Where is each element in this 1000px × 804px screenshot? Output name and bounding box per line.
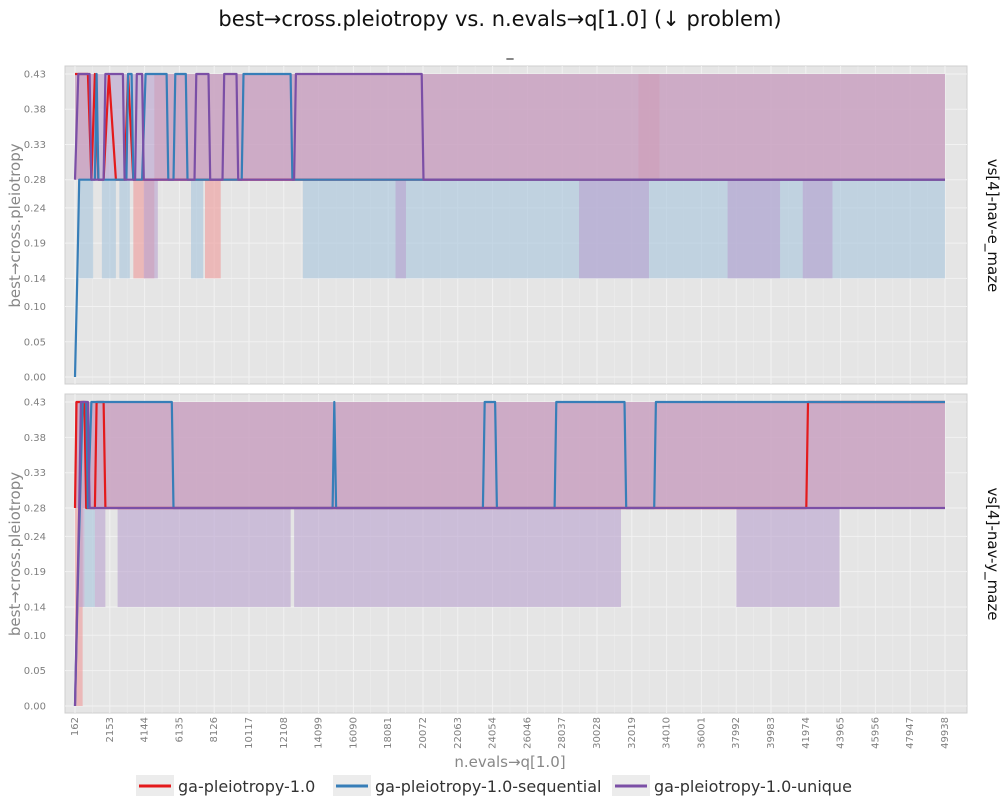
y-tick-label: 0.10 xyxy=(24,631,46,642)
legend-label: ga-pleiotropy-1.0-sequential xyxy=(375,777,601,796)
y-tick-label: 0.28 xyxy=(24,175,46,186)
y-tick-label: 0.05 xyxy=(24,666,46,677)
x-tick-label: 45956 xyxy=(870,717,881,749)
x-tick-label: 18081 xyxy=(383,717,394,749)
x-tick-label: 12108 xyxy=(279,717,290,749)
band-ga-pleiotropy-1.0-sequential xyxy=(101,179,116,279)
y-tick-label: 0.14 xyxy=(24,603,46,614)
x-tick-label: 34010 xyxy=(662,717,673,749)
legend-label: ga-pleiotropy-1.0-unique xyxy=(654,777,852,796)
y-tick-label: 0.14 xyxy=(24,274,46,285)
y-tick-label: 0.05 xyxy=(24,337,46,348)
legend-item: ga-pleiotropy-1.0 xyxy=(136,775,315,796)
bands xyxy=(75,74,946,279)
facet-label: vs[4]-nav-e_maze xyxy=(983,159,1000,293)
x-tick-label: 16090 xyxy=(348,717,359,749)
y-tick-label: 0.43 xyxy=(24,398,46,409)
x-tick-label: 24054 xyxy=(488,717,499,749)
x-tick-label: 6135 xyxy=(174,717,185,742)
y-tick-label: 0.38 xyxy=(24,433,46,444)
y-tick-label: 0.00 xyxy=(24,373,46,384)
x-tick-label: 20072 xyxy=(418,717,429,749)
x-tick-label: 28037 xyxy=(557,717,568,749)
band-ga-pleiotropy-1.0-sequential xyxy=(79,179,94,279)
x-tick-label: 14099 xyxy=(314,717,325,749)
band-ga-pleiotropy-1.0-sequential xyxy=(84,508,95,608)
band-ga-pleiotropy-1.0-unique xyxy=(75,74,945,180)
band-ga-pleiotropy-1.0-unique xyxy=(75,402,945,509)
band-ga-pleiotropy-1.0-unique xyxy=(117,508,291,608)
bands xyxy=(75,402,945,706)
y-axis-label: best→cross.pleiotropy xyxy=(6,143,24,307)
y-tick-label: 0.43 xyxy=(24,70,46,81)
band-ga-pleiotropy-1.0 xyxy=(205,179,221,279)
panels: 0.00 0.05 0.10 0.14 0.19 0.24 0.28 0.33 0.38 0.43… xyxy=(6,65,1000,749)
y-tick-label: 0.24 xyxy=(24,532,46,543)
x-tick-label: 26046 xyxy=(522,717,533,749)
band-ga-pleiotropy-1.0-unique xyxy=(736,508,840,608)
panel-0: 0.00 0.05 0.10 0.14 0.19 0.24 0.28 0.33 0.38 0.43… xyxy=(6,65,1000,385)
x-tick-label: 37992 xyxy=(731,717,742,749)
x-tick-label: 47947 xyxy=(905,717,916,749)
y-tick-label: 0.24 xyxy=(24,203,46,214)
y-tick-label: 0.38 xyxy=(24,105,46,116)
y-tick-label: 0.33 xyxy=(24,140,46,151)
legend-item: ga-pleiotropy-1.0-sequential xyxy=(333,775,601,796)
series-line-ga-pleiotropy-1.0-unique xyxy=(73,72,945,181)
band-ga-pleiotropy-1.0-unique xyxy=(802,179,833,279)
series-line-ga-pleiotropy-1.0-unique xyxy=(73,400,945,707)
x-tick-label: 49938 xyxy=(940,717,951,749)
series-line-ga-pleiotropy-1.0-sequential xyxy=(73,72,945,378)
y-axis-label: best→cross.pleiotropy xyxy=(6,472,24,636)
band-ga-pleiotropy-1.0-unique xyxy=(94,508,106,608)
legend-item: ga-pleiotropy-1.0-unique xyxy=(612,775,852,796)
x-tick-label: 22063 xyxy=(453,717,464,749)
x-axis-label: n.evals→q[1.0] xyxy=(454,753,565,771)
y-tick-label: 0.10 xyxy=(24,302,46,313)
chart-subtitle: _ xyxy=(506,44,515,60)
series-lines xyxy=(73,400,945,707)
x-tick-label: 41974 xyxy=(801,717,812,749)
x-tick-label: 8126 xyxy=(209,717,220,742)
y-tick-label: 0.19 xyxy=(24,239,46,250)
y-tick-label: 0.33 xyxy=(24,468,46,479)
x-tick-label: 43965 xyxy=(836,717,847,749)
facet-label: vs[4]-nav-y_maze xyxy=(983,488,1000,621)
band-ga-pleiotropy-1.0-unique xyxy=(143,179,158,279)
x-tick-label: 36001 xyxy=(696,717,707,749)
band-ga-pleiotropy-1.0-sequential xyxy=(119,179,130,279)
x-tick-label: 10117 xyxy=(244,717,255,749)
legend-label: ga-pleiotropy-1.0 xyxy=(178,777,315,796)
series-lines xyxy=(73,72,945,378)
band-ga-pleiotropy-1.0-unique xyxy=(395,179,407,279)
band-ga-pleiotropy-1.0-unique xyxy=(579,179,649,279)
x-tick-label: 39983 xyxy=(766,717,777,749)
chart-title: best→cross.pleiotropy vs. n.evals→q[1.0]… xyxy=(218,7,781,31)
x-tick-label: 162 xyxy=(70,717,81,736)
band-ga-pleiotropy-1.0-unique xyxy=(294,508,621,608)
panel-1: 0.00 0.05 0.10 0.14 0.19 0.24 0.28 0.33 0.38 0.43… xyxy=(6,393,1000,714)
band-ga-pleiotropy-1.0-unique xyxy=(79,508,85,608)
legend: ga-pleiotropy-1.0 ga-pleiotropy-1.0-seque… xyxy=(136,775,852,796)
x-tick-labels: 162 2153 4144 6135 8126 10117 12108 14099 16090 1… xyxy=(70,717,951,749)
band-ga-pleiotropy-1.0-unique xyxy=(727,179,781,279)
band-ga-pleiotropy-1.0-sequential xyxy=(191,179,204,279)
y-tick-label: 0.19 xyxy=(24,567,46,578)
x-tick-label: 32019 xyxy=(627,717,638,749)
x-tick-label: 30028 xyxy=(592,717,603,749)
y-tick-label: 0.28 xyxy=(24,504,46,515)
x-tick-label: 4144 xyxy=(140,717,151,742)
x-tick-label: 2153 xyxy=(105,717,116,742)
y-tick-label: 0.00 xyxy=(24,702,46,713)
